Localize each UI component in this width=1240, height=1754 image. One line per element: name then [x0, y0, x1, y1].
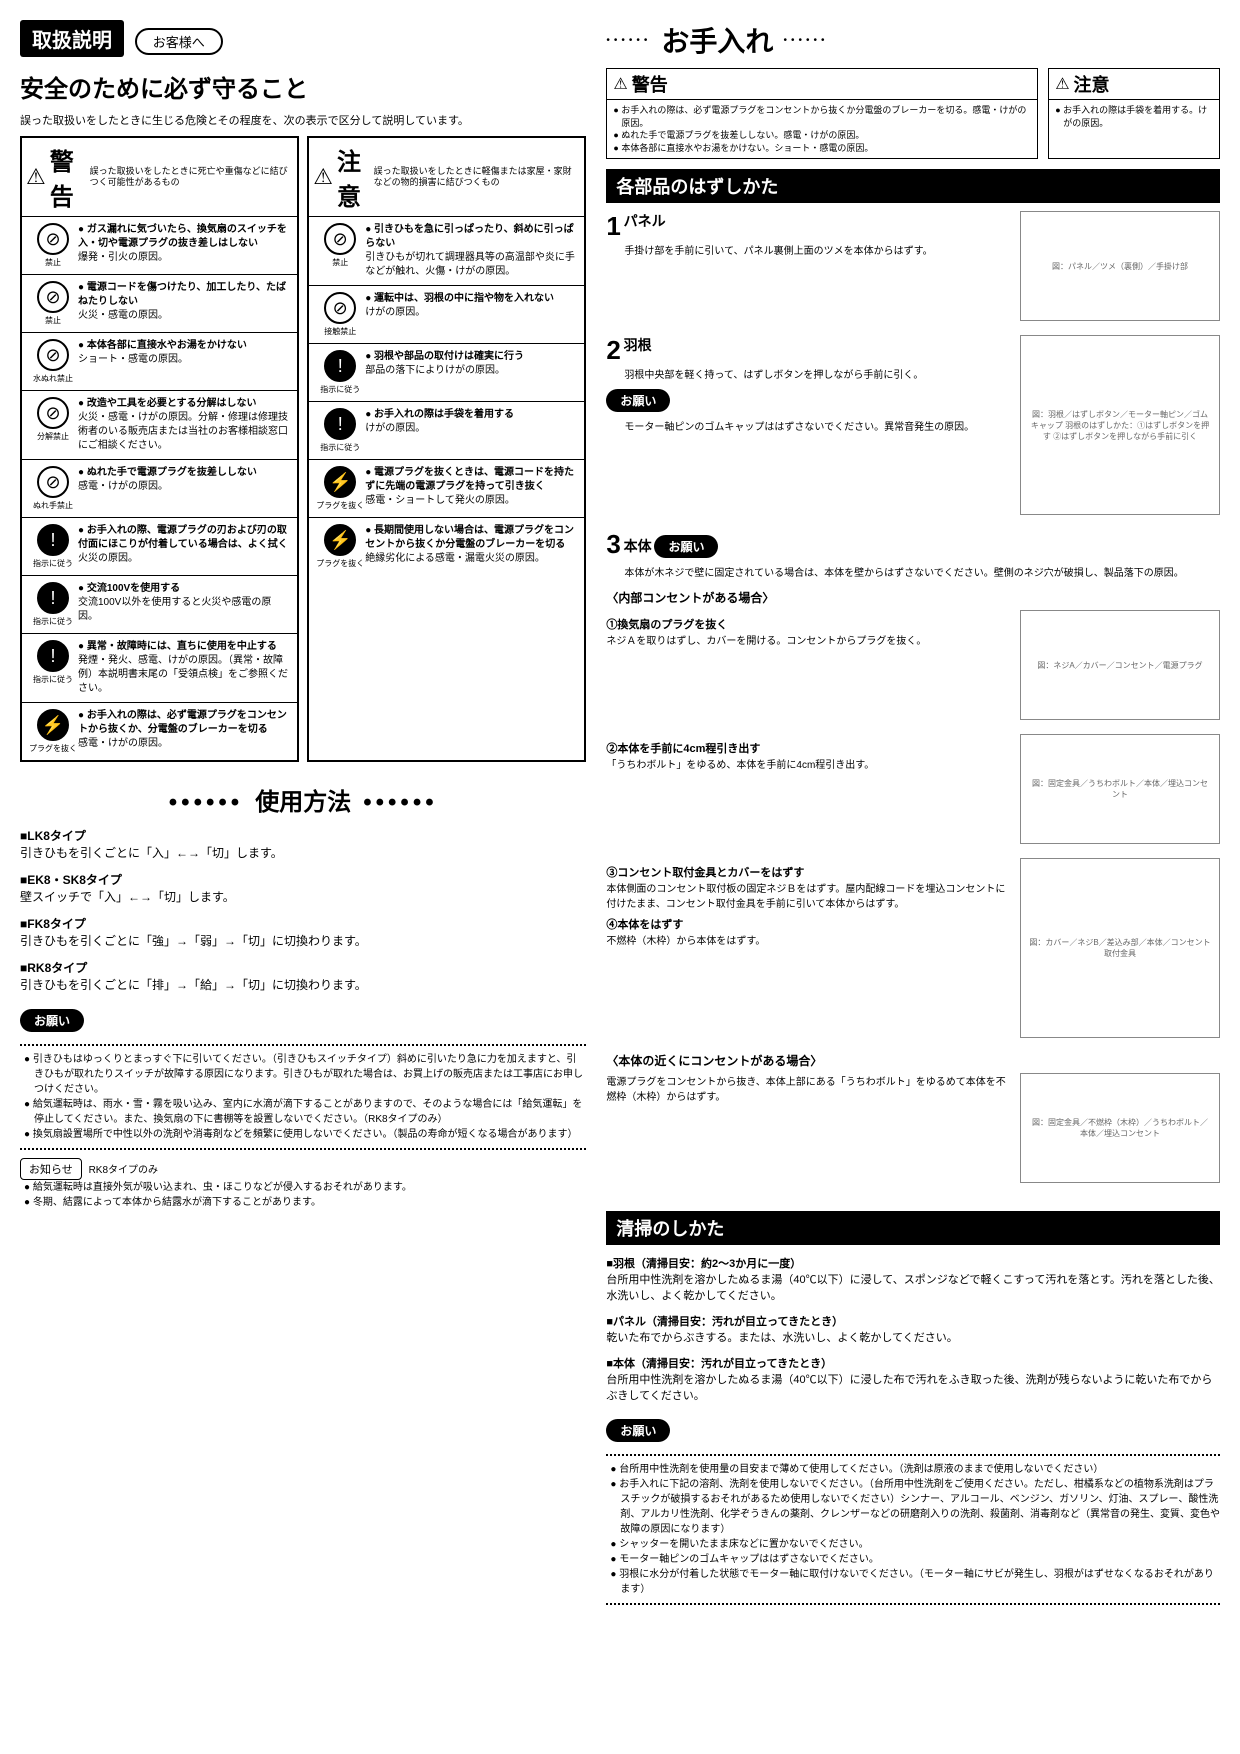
- safety-symbol-icon: ⊘: [37, 397, 69, 429]
- safety-lead: 誤った取扱いをしたときに生じる危険とその程度を、次の表示で区分して説明しています…: [20, 112, 586, 128]
- customer-label: お客様へ: [135, 28, 223, 55]
- sub1-figure: 図：ネジA／カバー／コンセント／電源プラグ: [1020, 610, 1220, 720]
- caution-list: ⊘禁止● 引きひもを急に引っぱったり、斜めに引っぱらない引きひもが切れて調理器具…: [309, 217, 584, 575]
- blade-figure: 図：羽根／はずしボタン／モーター軸ピン／ゴムキャップ 羽根のはずしかた：①はずし…: [1020, 335, 1220, 515]
- usage-item: ■LK8タイプ引きひもを引くごとに「入」←→「切」します。: [20, 827, 586, 861]
- warning-list: ⊘禁止● ガス漏れに気づいたら、換気扇のスイッチを入・切や電源プラグの抜き差しは…: [22, 217, 297, 760]
- cleaning-item: ■パネル（清掃目安：汚れが目立ってきたとき）乾いた布でからぶきする。または、水洗…: [606, 1313, 1220, 1345]
- caution-box: ⚠ 注意 誤った取扱いをしたときに軽傷または家屋・家財などの物的損害に結びつくも…: [307, 136, 586, 762]
- safety-symbol-icon: ⚡: [324, 524, 356, 556]
- usage-item: ■FK8タイプ引きひもを引くごとに「強」→「弱」→「切」に切換わります。: [20, 915, 586, 949]
- usage-item: ■RK8タイプ引きひもを引くごとに「排」→「給」→「切」に切換わります。: [20, 959, 586, 993]
- warning-box: ⚠ 警告 誤った取扱いをしたときに死亡や重傷などに結びつく可能性があるもの ⊘禁…: [20, 136, 299, 762]
- safety-symbol-icon: !: [37, 582, 69, 614]
- safety-symbol-icon: ⊘: [37, 281, 69, 313]
- handling-header: 取扱説明: [20, 20, 124, 57]
- safety-symbol-icon: ⊘: [324, 292, 356, 324]
- safety-symbol-icon: ⊘: [37, 466, 69, 498]
- safety-symbol-icon: ⊘: [37, 339, 69, 371]
- cleaning-item: ■羽根（清掃目安：約2〜3か月に一度）台所用中性洗剤を溶かしたぬるま湯（40℃以…: [606, 1255, 1220, 1303]
- sub3-figure: 図：カバー／ネジB／差込み部／本体／コンセント取付金具: [1020, 858, 1220, 1038]
- safety-title: 安全のために必ず守ること: [20, 69, 586, 104]
- cleaning-title: 清掃のしかた: [606, 1211, 1220, 1245]
- usage-requests: 引きひもはゆっくりとまっすぐ下に引いてください。（引きひもスイッチタイプ）斜めに…: [20, 1052, 586, 1142]
- divider: [20, 1044, 586, 1046]
- notice-sub: RK8タイプのみ: [89, 1165, 158, 1176]
- safety-symbol-icon: !: [37, 640, 69, 672]
- divider: [20, 1148, 586, 1150]
- panel-figure: 図：パネル／ツメ（裏側）／手掛け部: [1020, 211, 1220, 321]
- safety-symbol-icon: !: [37, 524, 69, 556]
- safety-symbol-icon: ⊘: [324, 223, 356, 255]
- warning-icon: ⚠: [26, 164, 46, 190]
- safety-symbol-icon: ⚡: [324, 466, 356, 498]
- cleaning-item: ■本体（清掃目安：汚れが目立ってきたとき）台所用中性洗剤を溶かしたぬるま湯（40…: [606, 1355, 1220, 1403]
- notice-label: お知らせ: [20, 1158, 82, 1180]
- safety-symbol-icon: ⊘: [37, 223, 69, 255]
- near-figure: 図：固定金具／不燃枠（木枠）／うちわボルト／本体／埋込コンセント: [1020, 1073, 1220, 1183]
- request-label: お願い: [20, 1009, 84, 1032]
- safety-symbol-icon: !: [324, 408, 356, 440]
- maint-warning-box: ⚠警告 お手入れの際は、必ず電源プラグをコンセントから抜くか分電盤のブレーカーを…: [606, 68, 1038, 159]
- usage-title: 使用方法: [20, 782, 586, 817]
- caution-icon: ⚠: [313, 164, 333, 190]
- cleaning-requests: 台所用中性洗剤を使用量の目安まで薄めて使用してください。（洗剤は原液のままで使用…: [606, 1462, 1220, 1597]
- maint-caution-box: ⚠注意 お手入れの際は手袋を着用する。けがの原因。: [1048, 68, 1220, 159]
- maintenance-title: お手入れ: [661, 20, 773, 60]
- usage-notices: 給気運転時は直接外気が吸い込まれ、虫・ほこりなどが侵入するおそれがあります。冬期…: [20, 1180, 586, 1210]
- safety-symbol-icon: ⚡: [37, 709, 69, 741]
- sub2-figure: 図：固定金具／うちわボルト／本体／埋込コンセント: [1020, 734, 1220, 844]
- removal-title: 各部品のはずしかた: [606, 169, 1220, 203]
- safety-symbol-icon: !: [324, 350, 356, 382]
- usage-item: ■EK8・SK8タイプ壁スイッチで「入」←→「切」します。: [20, 871, 586, 905]
